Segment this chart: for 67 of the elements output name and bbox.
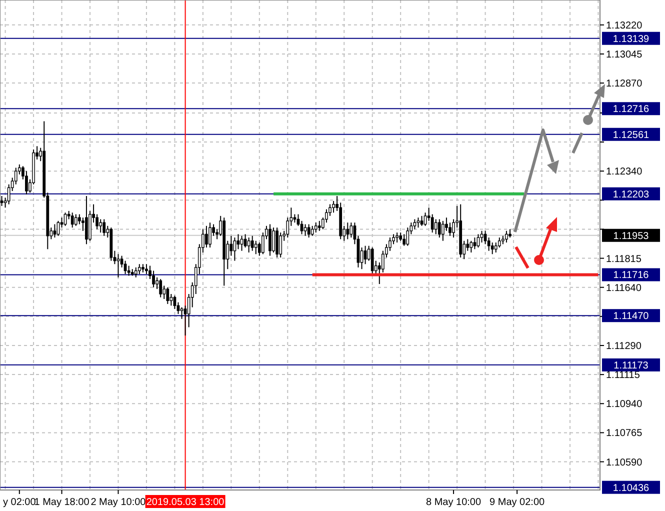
candlestick <box>441 220 444 242</box>
y-tick-label: 1.12870 <box>606 78 643 90</box>
x-tick-label: 9 May 02:00 <box>490 497 546 508</box>
y-tick-label: 1.13220 <box>606 20 643 32</box>
candlestick <box>272 227 275 253</box>
candlestick <box>416 217 420 228</box>
ref-line-label: 1.11953 <box>613 230 650 242</box>
candlestick <box>505 230 508 244</box>
y-tick-label: 1.10940 <box>606 399 643 410</box>
x-tick-label: 8 May 10:00 <box>426 497 482 508</box>
candlestick <box>180 306 184 320</box>
candlestick <box>434 218 438 235</box>
candlestick <box>138 264 141 275</box>
candlestick <box>208 222 212 248</box>
ref-line-label: 1.12716 <box>612 104 650 116</box>
candlestick <box>318 220 321 232</box>
candlestick <box>268 224 272 256</box>
candlestick <box>370 246 374 275</box>
y-tick-label: 1.12340 <box>606 166 643 178</box>
candlestick <box>159 278 162 298</box>
x-tick-label: 2019.05.03 13:00 <box>146 497 225 508</box>
candlestick <box>205 225 208 248</box>
candlestick <box>102 218 106 236</box>
candlestick <box>99 218 102 234</box>
candlestick <box>346 222 350 240</box>
x-tick-label: y 02:00 <box>3 497 36 508</box>
candlestick <box>307 224 310 238</box>
y-tick-label: 1.11640 <box>606 282 642 294</box>
candlestick <box>134 266 138 278</box>
candlestick <box>314 222 318 234</box>
ref-line-label: 1.12203 <box>612 189 650 200</box>
ref-line-label: 1.11716 <box>613 270 650 282</box>
candlestick <box>350 222 353 238</box>
y-tick-label: 1.11290 <box>606 340 642 352</box>
candlestick <box>332 200 335 214</box>
candlestick <box>85 196 88 245</box>
y-tick-label: 1.10590 <box>606 457 643 468</box>
y-tick-label: 1.11815 <box>606 254 642 265</box>
candlestick <box>254 240 258 255</box>
ref-line-label: 1.12561 <box>612 130 650 141</box>
x-tick-label: 2 May 10:00 <box>90 497 146 508</box>
ref-line-label: 1.11470 <box>613 311 650 322</box>
candlestick <box>438 218 441 238</box>
candlestick <box>247 237 250 253</box>
ref-line-label: 1.11173 <box>614 360 649 372</box>
y-tick-label: 1.13045 <box>606 49 643 60</box>
candlestick <box>466 238 470 252</box>
y-tick-label: 1.11115 <box>606 370 640 382</box>
ref-line-label: 1.10436 <box>612 482 650 494</box>
candlestick <box>470 240 473 253</box>
candlestick <box>250 235 254 252</box>
candlestick <box>127 265 130 276</box>
x-tick-label: 1 May 18:00 <box>34 497 90 508</box>
candlestick <box>310 225 314 236</box>
candlestick <box>402 234 406 246</box>
candlestick <box>74 214 78 226</box>
candlestick <box>279 232 282 258</box>
y-tick-label: 1.10765 <box>606 428 643 440</box>
candlestick <box>70 212 74 228</box>
candlestick <box>145 264 148 275</box>
candlestick <box>152 270 155 288</box>
candlestick <box>166 286 170 304</box>
candlestick <box>396 232 399 244</box>
candlestick <box>276 227 279 258</box>
ref-line-label: 1.13139 <box>612 34 650 45</box>
candlestick <box>230 235 233 256</box>
candlestick <box>0 196 4 206</box>
